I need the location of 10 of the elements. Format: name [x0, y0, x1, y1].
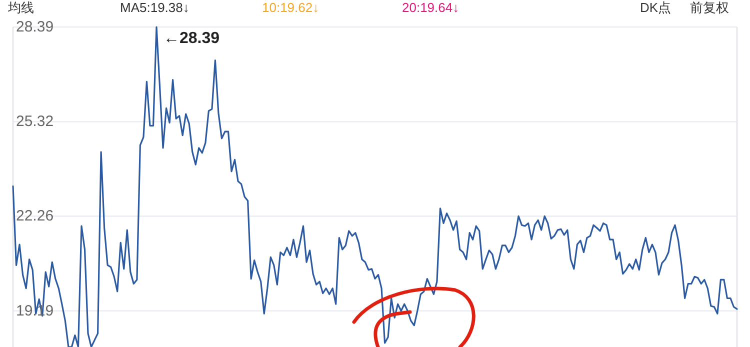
- text: 均线: [7, 0, 34, 15]
- text: DK点: [640, 0, 672, 15]
- text: 20:19.64↓: [402, 0, 460, 15]
- annotation: ←28.39: [163, 30, 220, 47]
- text: MA5:19.38↓: [120, 0, 190, 15]
- text: 前复权: [690, 0, 729, 15]
- y-tick-label: 25.32: [16, 113, 54, 130]
- y-tick-label: 22.26: [16, 208, 54, 225]
- text: 10:19.62↓: [262, 0, 320, 15]
- y-tick-label: 28.39: [16, 18, 54, 36]
